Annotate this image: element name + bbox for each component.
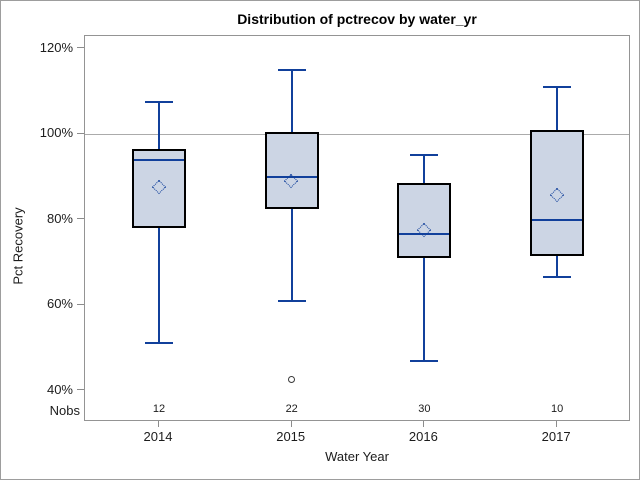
upper-whisker-2016 [423,155,426,184]
x-tick-label-2015: 2015 [276,429,306,444]
y-tick-label-120: 120% [39,39,73,55]
upper-whisker-cap-2014 [145,100,173,103]
lower-whisker-cap-2015 [277,299,306,302]
iqr-box-2015 [264,131,319,209]
y-tick-40 [77,389,84,390]
y-tick-80 [77,218,84,219]
y-tick-60 [77,303,84,305]
lower-whisker-2015 [290,208,293,301]
median-line-2015 [266,175,317,178]
lower-whisker-cap-2014 [145,342,173,345]
y-tick-label-40: 40% [46,381,73,397]
nobs-row-label: Nobs [49,403,80,418]
x-tick-label-2016: 2016 [408,429,438,444]
x-tick-label-2014: 2014 [143,429,173,444]
y-tick-100 [77,132,84,134]
nobs-value-2017: 10 [550,403,564,415]
upper-whisker-cap-2015 [277,68,306,71]
median-line-2016 [399,233,450,236]
upper-whisker-2015 [290,69,293,132]
y-tick-label-80: 80% [46,210,73,226]
median-line-2014 [134,158,184,161]
upper-whisker-cap-2016 [410,154,439,157]
iqr-box-2016 [397,183,452,258]
nobs-value-2015: 22 [285,403,298,415]
x-tick-label-2017: 2017 [541,429,571,444]
upper-whisker-2017 [556,86,559,130]
nobs-value-2014: 12 [152,403,166,415]
lower-whisker-2014 [158,228,160,344]
outlier-marker-2015-0 [288,376,296,384]
y-tick-120 [77,47,84,48]
chart-title: Distribution of pctrecov by water_yr [237,11,477,27]
x-axis-title: Water Year [325,449,389,464]
reference-line-100pct [85,133,629,135]
plot-area: 12 22 30 10 [84,35,630,421]
y-axis-title: Pct Recovery [10,207,26,285]
x-tick-2017 [556,421,558,427]
x-tick-2016 [423,421,425,427]
y-tick-label-100: 100% [39,125,73,140]
nobs-value-2016: 30 [418,403,431,415]
iqr-box-2017 [530,129,585,256]
lower-whisker-cap-2017 [543,276,572,279]
upper-whisker-2014 [158,101,160,149]
upper-whisker-cap-2017 [543,85,572,88]
lower-whisker-2017 [556,255,559,278]
lower-whisker-2016 [423,257,426,361]
lower-whisker-cap-2016 [410,359,439,362]
x-tick-2015 [290,421,292,427]
x-tick-2014 [158,421,159,427]
iqr-box-2014 [132,148,186,229]
median-line-2017 [532,218,583,221]
y-tick-label-60: 60% [46,296,73,311]
